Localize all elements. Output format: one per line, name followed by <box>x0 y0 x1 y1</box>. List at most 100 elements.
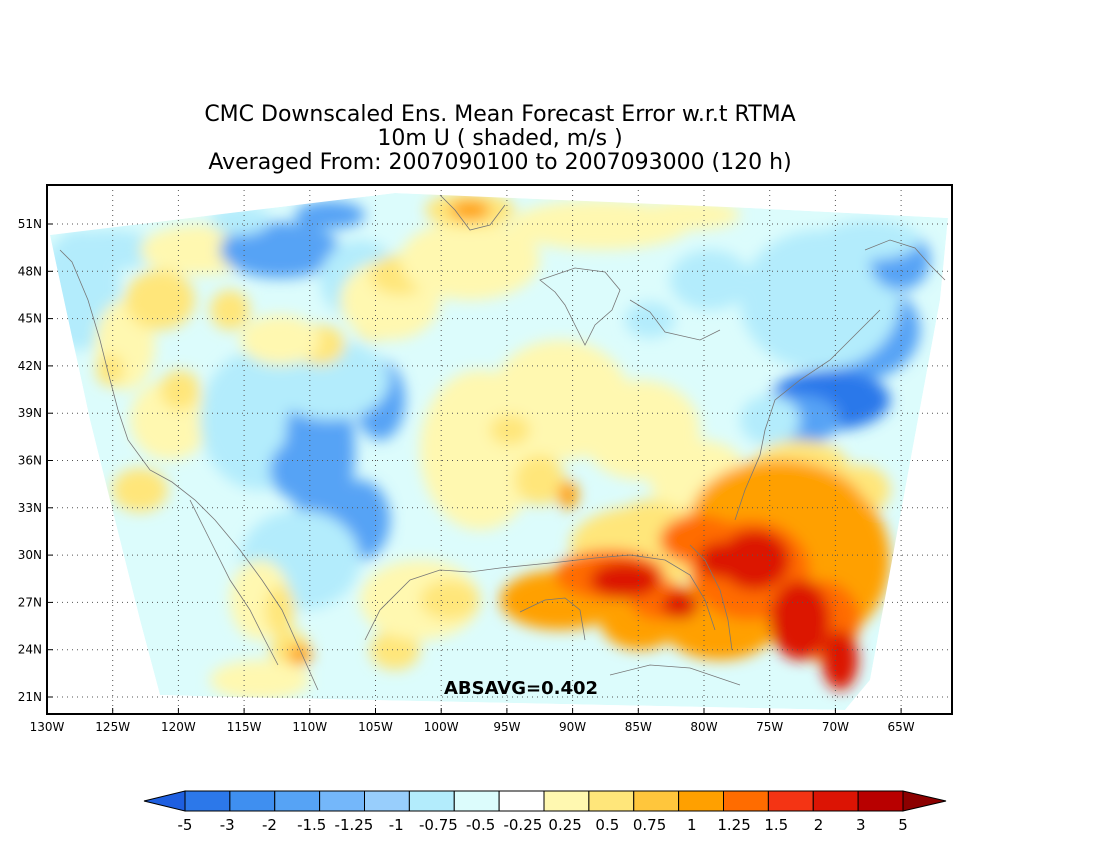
colorbar-box <box>319 790 365 812</box>
error-patch <box>558 481 578 509</box>
lon-label: 105W <box>358 720 393 734</box>
gulf-coast <box>364 554 716 641</box>
maritimes-coast <box>864 239 946 281</box>
colorbar-label: 3 <box>856 816 866 834</box>
map-frame <box>46 184 953 715</box>
lon-label: 130W <box>30 720 65 734</box>
lat-label: 24N <box>18 643 42 657</box>
colorbar-label: -3 <box>220 816 235 834</box>
lon-label: 125W <box>95 720 130 734</box>
baja-peninsula <box>189 499 279 666</box>
error-patch <box>822 630 858 690</box>
title-line-2: 10m U ( shaded, m/s ) <box>377 126 623 151</box>
colorbar-box <box>274 790 321 812</box>
latitude-labels: 51N 48N 45N 42N 39N 36N 33N 30N 27N 24N 21N <box>18 217 42 704</box>
error-patch <box>740 230 900 370</box>
error-patch <box>160 370 200 410</box>
error-patch <box>295 201 365 229</box>
error-patch <box>420 580 480 620</box>
colorbar-box <box>857 790 904 812</box>
lon-label: 95W <box>493 720 520 734</box>
colorbar-left-arrow <box>143 790 186 812</box>
colorbar-label: -2 <box>262 816 277 834</box>
lon-label: 110W <box>292 720 327 734</box>
error-patch <box>590 562 660 598</box>
lat-label: 42N <box>18 359 42 373</box>
lon-label: 70W <box>822 720 849 734</box>
lat-label: 30N <box>18 548 42 562</box>
error-patch <box>662 591 698 619</box>
lat-label: 21N <box>18 690 42 704</box>
error-patch <box>288 645 312 665</box>
hudson-bay-shore <box>439 194 506 231</box>
lon-label: 80W <box>690 720 717 734</box>
florida-peninsula <box>689 544 733 651</box>
colorbar-box <box>767 790 814 812</box>
colorbar-label: 0.75 <box>633 816 666 834</box>
east-coast <box>734 309 881 521</box>
colorbar-right-arrow <box>902 790 947 812</box>
colorbar-box <box>633 790 680 812</box>
error-patch <box>210 290 250 330</box>
colorbar-box <box>543 790 590 812</box>
error-patch <box>210 660 310 700</box>
error-patch <box>515 455 565 505</box>
colorbar-label: -1 <box>389 816 404 834</box>
error-patch <box>112 468 168 512</box>
colorbar-box <box>678 790 724 812</box>
colorbar-label: -0.75 <box>419 816 458 834</box>
colorbar-box <box>812 790 859 812</box>
error-patch <box>240 315 320 365</box>
lat-label: 27N <box>18 595 42 609</box>
colorbar-label: -0.5 <box>466 816 495 834</box>
great-lakes <box>539 267 721 346</box>
colorbar-label: 0.25 <box>548 816 581 834</box>
lon-label: 75W <box>756 720 783 734</box>
error-patch <box>60 230 160 270</box>
error-patch <box>490 415 530 445</box>
error-patch <box>720 530 790 590</box>
error-patch <box>770 580 830 660</box>
error-patch <box>370 630 420 670</box>
lon-label: 85W <box>625 720 652 734</box>
colorbar-box <box>184 790 231 812</box>
colorbar-label: 2 <box>814 816 824 834</box>
colorbar-box <box>229 790 276 812</box>
colorbar-label: 5 <box>898 816 908 834</box>
error-patch <box>270 440 330 500</box>
absavg-annotation: ABSAVG=0.402 <box>444 678 598 699</box>
error-patch <box>400 220 540 300</box>
title-line-1: CMC Downscaled Ens. Mean Forecast Error … <box>204 102 796 127</box>
colorbar-box <box>364 790 410 812</box>
lat-label: 36N <box>18 454 42 468</box>
lat-label: 39N <box>18 406 42 420</box>
lon-label: 90W <box>559 720 586 734</box>
colorbar-label: -1.25 <box>335 816 374 834</box>
error-patch <box>450 200 490 220</box>
lon-label: 120W <box>161 720 196 734</box>
error-patch <box>265 585 295 635</box>
cuba <box>609 664 741 686</box>
error-patch <box>698 542 742 578</box>
error-patch <box>210 205 270 235</box>
colorbar-box <box>408 790 455 812</box>
lon-label: 115W <box>227 720 262 734</box>
lat-lon-grid <box>46 185 952 714</box>
colorbar-label: 0.5 <box>595 816 619 834</box>
error-patch <box>125 270 195 330</box>
colorbar-label: -0.25 <box>503 816 542 834</box>
title-line-3: Averaged From: 2007090100 to 2007093000 … <box>208 150 792 175</box>
colorbar-label: 1.5 <box>764 816 788 834</box>
coastlines <box>59 194 946 691</box>
lat-label: 33N <box>18 501 42 515</box>
colorbar-box <box>723 790 769 812</box>
error-patch <box>670 250 750 310</box>
colorbar-box <box>453 790 500 812</box>
colorbar-box <box>498 790 545 812</box>
colorbar-label: 1 <box>687 816 697 834</box>
colorbar-label: 1.25 <box>717 816 750 834</box>
error-patch <box>820 220 920 260</box>
lat-label: 45N <box>18 312 42 326</box>
colorbar-label: -1.5 <box>297 816 326 834</box>
